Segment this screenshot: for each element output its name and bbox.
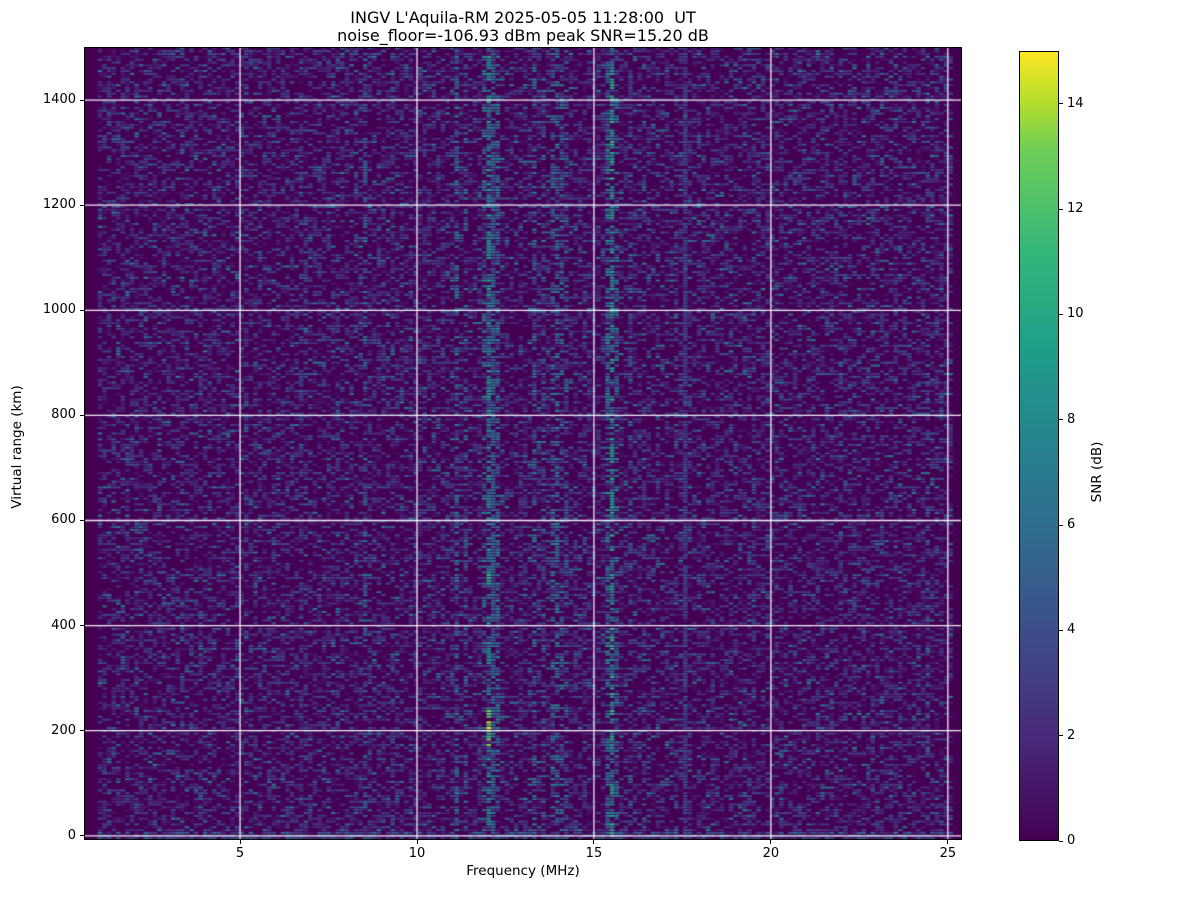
y-tick-mark — [80, 204, 84, 206]
colorbar-tick-label: 8 — [1067, 411, 1076, 427]
colorbar-tick-mark — [1059, 735, 1063, 737]
x-tick-mark — [770, 840, 772, 844]
colorbar-tick-mark — [1059, 524, 1063, 526]
colorbar-tick-label: 12 — [1067, 201, 1084, 216]
colorbar-tick-mark — [1059, 103, 1063, 105]
y-tick-label: 600 — [51, 512, 76, 528]
colorbar-tick-mark — [1059, 208, 1063, 210]
y-axis-label: Virtual range (km) — [9, 385, 25, 509]
colorbar-label: SNR (dB) — [1089, 441, 1105, 503]
colorbar-tick-label: 2 — [1067, 727, 1076, 743]
colorbar-tick-mark — [1059, 840, 1063, 842]
colorbar — [1019, 51, 1059, 841]
x-tick-mark — [416, 840, 418, 844]
colorbar-tick-label: 14 — [1067, 95, 1084, 111]
colorbar-tick-label: 6 — [1067, 517, 1076, 532]
y-tick-mark — [80, 99, 84, 101]
y-tick-label: 1000 — [42, 302, 76, 318]
y-tick-label: 1200 — [42, 197, 76, 213]
y-tick-mark — [80, 730, 84, 732]
colorbar-tick-label: 0 — [1067, 833, 1076, 848]
x-tick-label: 5 — [235, 846, 245, 861]
x-tick-label: 25 — [939, 846, 957, 861]
y-tick-mark — [80, 519, 84, 521]
colorbar-tick-mark — [1059, 419, 1063, 421]
x-tick-label: 15 — [585, 846, 603, 861]
y-tick-label: 0 — [67, 827, 76, 843]
x-tick-label: 20 — [762, 846, 780, 861]
x-tick-mark — [947, 840, 949, 844]
y-tick-label: 1400 — [42, 92, 76, 108]
colorbar-tick-label: 4 — [1067, 622, 1076, 638]
y-tick-label: 200 — [51, 722, 76, 738]
y-tick-mark — [80, 309, 84, 311]
y-tick-mark — [80, 625, 84, 627]
y-tick-label: 800 — [51, 407, 76, 423]
y-tick-mark — [80, 835, 84, 837]
snr-heatmap — [84, 47, 962, 840]
colorbar-tick-mark — [1059, 313, 1063, 315]
chart-title: INGV L'Aquila-RM 2025-05-05 11:28:00 UT — [350, 8, 696, 27]
y-tick-label: 400 — [51, 617, 76, 633]
colorbar-tick-mark — [1059, 629, 1063, 631]
y-tick-mark — [80, 414, 84, 416]
x-axis-label: Frequency (MHz) — [466, 863, 580, 879]
x-tick-label: 10 — [408, 846, 426, 861]
x-tick-mark — [239, 840, 241, 844]
chart-subtitle: noise_floor=-106.93 dBm peak SNR=15.20 d… — [337, 26, 709, 45]
colorbar-tick-label: 10 — [1067, 306, 1084, 322]
x-tick-mark — [593, 840, 595, 844]
